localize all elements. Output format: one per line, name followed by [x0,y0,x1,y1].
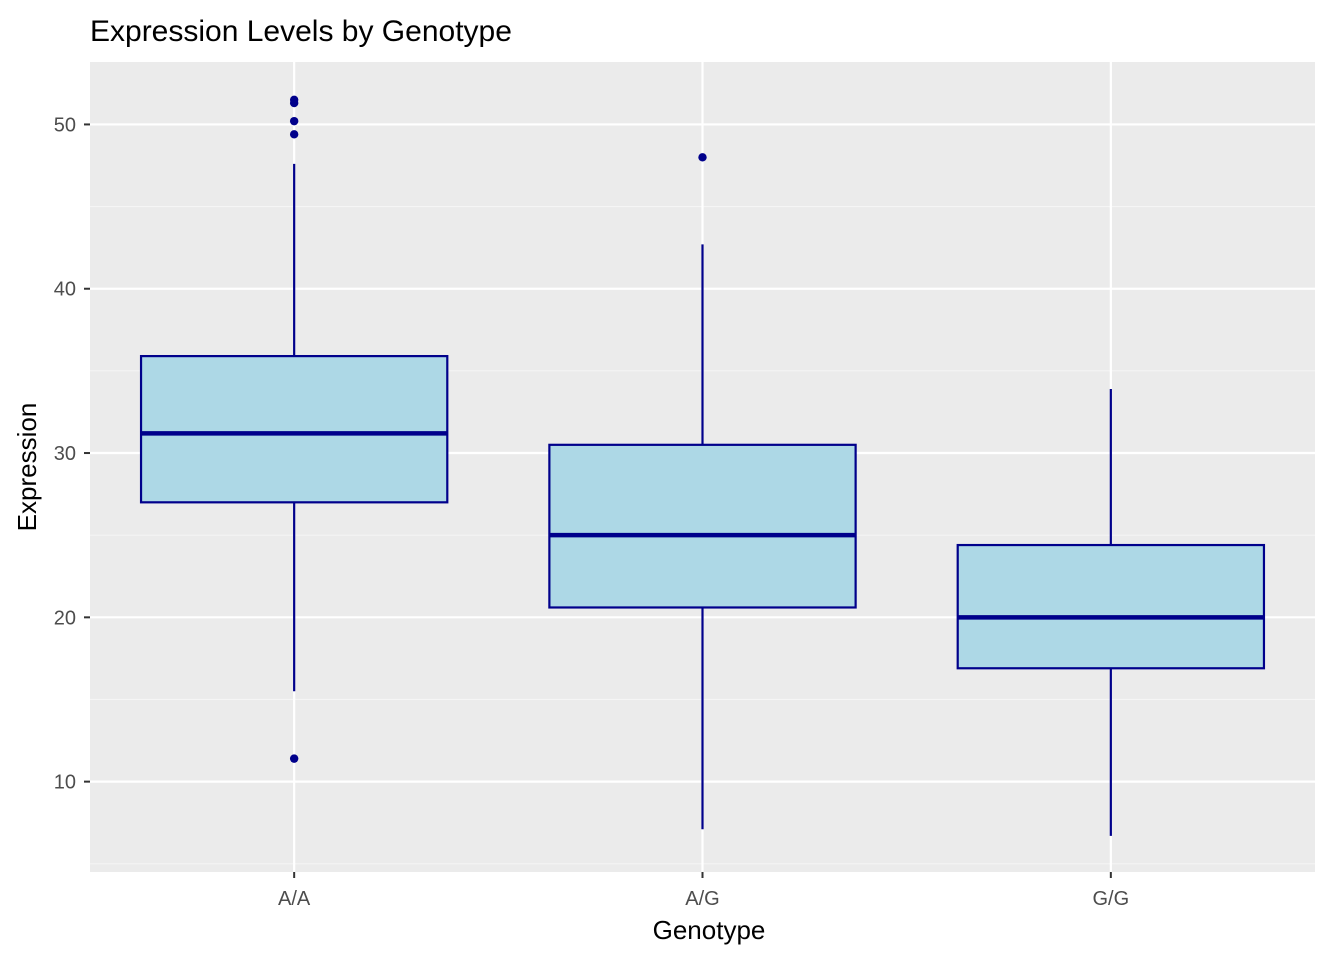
y-tick-label: 50 [54,114,76,136]
x-axis-ticks: A/A A/G G/G [278,872,1129,910]
box-gg [956,388,1266,836]
chart-title: Expression Levels by Genotype [90,15,512,48]
x-axis-title: Genotype [653,915,766,945]
x-tick-label: A/G [685,888,719,910]
x-tick-label: A/A [278,888,311,910]
x-tick-label: G/G [1092,888,1129,910]
y-tick-label: 10 [54,772,76,794]
iqr-box [548,443,857,609]
outlier-point [289,754,299,763]
iqr-box [139,354,449,504]
y-tick-label: 40 [54,279,76,301]
outlier-point [289,130,299,139]
outlier-point [698,153,707,162]
y-tick-label: 20 [54,607,76,629]
y-tick-label: 30 [54,443,76,465]
iqr-box [956,543,1266,670]
boxes [139,95,1266,836]
box-aa [139,95,449,763]
y-axis-title: Expression [12,403,42,532]
outlier-point [289,95,299,104]
outlier-point [289,116,299,126]
box-ag [548,153,857,830]
y-axis-ticks: 10 20 30 40 50 [54,114,90,794]
